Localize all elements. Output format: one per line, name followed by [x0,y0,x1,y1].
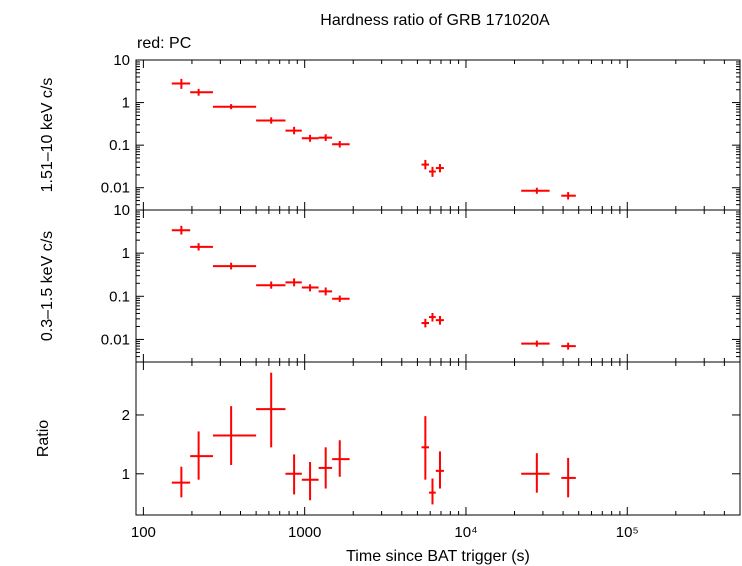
y-axis-label-middle: 0.3–1.5 keV c/s [39,231,56,341]
y-tick-label: 2 [122,407,130,424]
data-point [421,159,430,170]
data-point [285,126,302,135]
data-point [212,406,257,465]
data-point [435,164,444,173]
y-tick-label: 0.01 [101,331,130,348]
y-axis-label-bottom: Ratio [35,420,52,457]
data-point [561,457,576,498]
panel-frame [135,59,741,211]
y-tick-label: 10 [113,202,130,219]
data-point [301,284,319,292]
data-point [318,134,333,142]
data-point [521,453,550,493]
y-tick-label: 0.1 [109,288,130,305]
data-point [332,440,350,477]
data-point [256,117,286,124]
data-point [171,466,191,498]
data-point [256,281,286,289]
y-tick-label: 10 [113,52,130,69]
data-point [190,88,213,96]
data-point [301,462,319,501]
data-point [429,166,436,177]
data-point [285,278,302,287]
x-tick-label: 10⁵ [616,524,639,541]
data-point [435,315,444,325]
x-tick-label: 1000 [288,524,321,541]
x-tick-label: 100 [131,524,156,541]
x-tick-label: 10⁴ [454,524,477,541]
panel-frame [135,361,741,516]
data-point [421,416,430,480]
y-tick-label: 1 [122,466,130,483]
data-point [171,78,191,89]
y-tick-label: 0.01 [101,180,130,197]
data-point [435,451,444,489]
data-point [171,225,191,235]
data-point [521,340,550,347]
y-axis-label-top: 1.51–10 keV c/s [39,78,56,193]
legend-note: red: PC [137,35,191,52]
data-point [256,372,286,448]
data-point [285,454,302,495]
y-tick-label: 0.1 [109,137,130,154]
y-tick-label: 1 [122,95,130,112]
data-point [332,141,350,148]
panel-bottom: 1 2 Ratio [35,361,741,516]
data-point [190,431,213,480]
data-point [429,478,436,505]
panel-middle: 10 1 0.1 0.01 0.3–1.5 keV c/s [39,202,741,363]
data-point [212,262,257,270]
y-tick-label: 1 [122,245,130,262]
data-point [301,134,319,142]
data-point [190,243,213,251]
data-point [212,104,257,110]
panel-frame [135,209,741,363]
data-point [521,187,550,194]
data-point [318,287,333,296]
data-point [421,318,430,328]
data-point [429,313,436,322]
data-point [318,447,333,489]
data-point [332,295,350,302]
plot-panels: 10 1 0.1 0.01 1.51–10 keV c/s 10 1 0.1 0.01 0.3–1… [35,52,741,541]
x-axis-label: Time since BAT trigger (s) [346,548,530,565]
data-point [561,192,576,200]
panel-top: 10 1 0.1 0.01 1.51–10 keV c/s [39,52,741,211]
data-point [561,342,576,350]
chart-title: Hardness ratio of GRB 171020A [320,12,550,29]
